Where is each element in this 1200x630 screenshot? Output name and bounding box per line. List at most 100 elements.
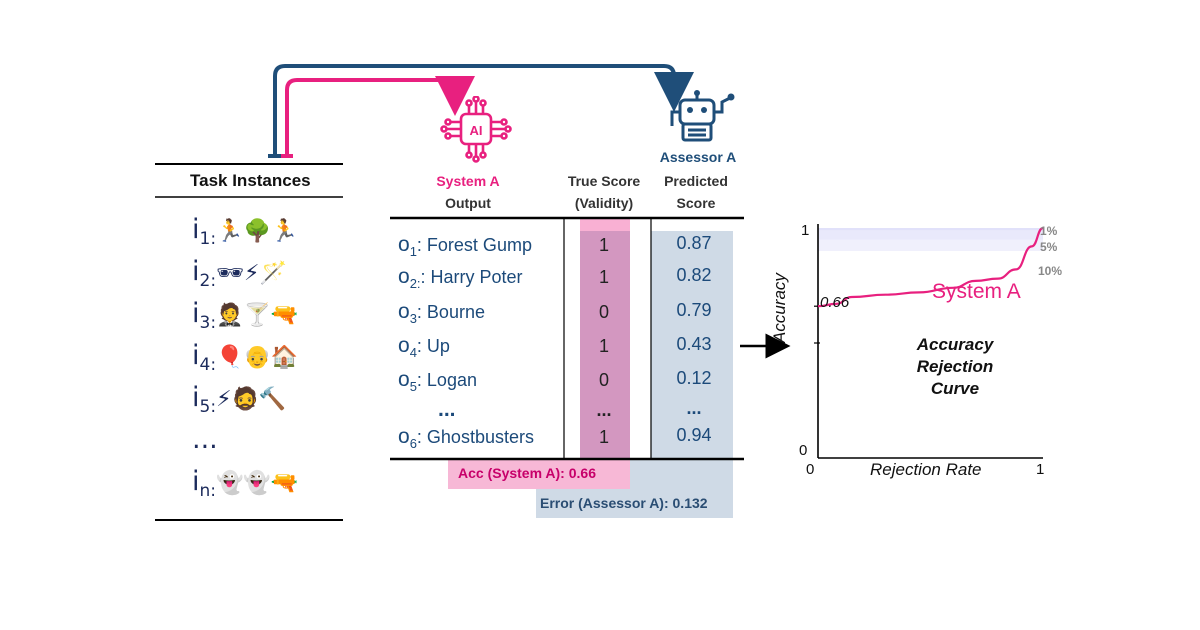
task-instance-6: ... xyxy=(192,424,218,459)
system-a-label: System A xyxy=(436,173,500,189)
task-instance-emojis: 👻👻🔫 xyxy=(216,471,299,496)
task-instance-index: 5: xyxy=(199,397,217,417)
task-instance-label: i xyxy=(192,466,200,497)
true-score-label: True Score xyxy=(567,173,641,189)
y-tick-1: 1 xyxy=(801,222,810,239)
output-letter: o xyxy=(398,368,410,391)
task-instance-1: i1:🏃🌳🏃 xyxy=(192,214,298,249)
output-index: 6 xyxy=(409,436,417,451)
validity-overlap-shade xyxy=(580,231,630,459)
predicted-score-cell: 0.87 xyxy=(676,233,712,253)
task-instance-index: n: xyxy=(199,481,217,501)
output-row-4: o4: Up xyxy=(398,334,450,360)
task-instance-emojis: 🤵🍸🔫 xyxy=(216,303,299,328)
output-letter: o xyxy=(398,300,410,323)
task-instance-index: 4: xyxy=(199,355,217,375)
task-instance-label: i xyxy=(192,214,200,245)
predicted-score-cell: 0.12 xyxy=(676,368,712,388)
output-letter: o xyxy=(398,265,410,288)
output-letter: o xyxy=(398,233,410,256)
y-axis-label: Accuracy xyxy=(770,273,789,343)
output-title: : Logan xyxy=(416,370,477,390)
curve-series-label: System A xyxy=(932,280,1021,303)
predicted-score-cell: 0.43 xyxy=(676,334,712,354)
output-label: Output xyxy=(445,195,491,211)
x-axis-label: Rejection Rate xyxy=(870,460,982,479)
output-index: 3 xyxy=(409,311,417,326)
task-instance-2: i2:🕶⚡🪄 xyxy=(192,256,287,291)
predicted-score-cell: 0.82 xyxy=(676,265,712,285)
task-instance-label: i xyxy=(192,382,200,413)
task-instances-title: Task Instances xyxy=(190,171,311,190)
tolerance-band-3 xyxy=(818,239,1043,251)
band-label-10pct: 10% xyxy=(1038,264,1063,278)
predicted-column-highlight xyxy=(651,231,733,459)
system-a-curve xyxy=(817,226,1044,308)
validity-label: (Validity) xyxy=(574,195,634,211)
validity-cell: 1 xyxy=(598,336,609,356)
output-row-6: ... xyxy=(438,398,456,424)
ai-chip-text: AI xyxy=(470,123,483,138)
score-label: Score xyxy=(676,195,716,211)
task-instance-4: i4:🎈👴🏠 xyxy=(192,340,298,375)
output-index: 2: xyxy=(409,276,421,291)
task-instance-label: i xyxy=(192,298,200,329)
tolerance-band-2 xyxy=(818,230,1043,240)
task-instances-rules xyxy=(155,163,343,521)
curve-title-line-2: Rejection xyxy=(916,357,994,376)
task-instance-label: i xyxy=(192,256,200,287)
output-index: 5 xyxy=(409,379,417,394)
robot-icon xyxy=(670,90,735,142)
output-row-1: o1: Forest Gump xyxy=(398,233,532,259)
band-label-5pct: 5% xyxy=(1040,240,1058,254)
x-tick-0: 0 xyxy=(806,461,815,478)
validity-cell: 1 xyxy=(598,267,609,287)
x-tick-1: 1 xyxy=(1036,461,1045,478)
ai-chip-icon: AI xyxy=(440,96,512,163)
task-instance-label: ... xyxy=(192,424,218,455)
output-row-2: o2:: Harry Poter xyxy=(398,265,523,291)
acc-highlight xyxy=(448,459,630,489)
curve-title-line-3: Curve xyxy=(930,379,980,398)
arrow-to-system xyxy=(285,76,475,156)
task-instance-index: 3: xyxy=(199,313,217,333)
arrow-to-assessor xyxy=(273,64,694,156)
start-value-label: 0.66 xyxy=(820,294,850,311)
predicted-score-cell: 0.79 xyxy=(676,300,712,320)
task-instance-label: i xyxy=(192,340,200,371)
tolerance-band-1 xyxy=(818,228,1043,231)
task-instance-emojis: 🕶⚡🪄 xyxy=(216,261,287,286)
task-instance-index: 2: xyxy=(199,271,217,291)
output-row-5: o5: Logan xyxy=(398,368,477,394)
error-summary: Error (Assessor A): 0.132 xyxy=(540,495,708,511)
task-instance-emojis: 🏃🌳🏃 xyxy=(216,219,299,244)
predicted-label: Predicted xyxy=(664,173,728,189)
output-letter: ... xyxy=(438,398,456,421)
table-rules xyxy=(390,216,744,461)
output-title: : Harry Poter xyxy=(420,267,523,287)
task-instance-emojis: ⚡🧔🔨 xyxy=(216,387,287,412)
assessor-a-label: Assessor A xyxy=(659,149,737,165)
output-title: : Ghostbusters xyxy=(416,427,534,447)
task-instance-emojis: 🎈👴🏠 xyxy=(216,345,299,370)
predicted-score-cell: ... xyxy=(686,398,702,418)
acc-summary: Acc (System A): 0.66 xyxy=(458,465,596,481)
validity-cell: 1 xyxy=(598,427,609,447)
accuracy-rejection-curve xyxy=(814,224,1044,459)
task-instance-7: in:👻👻🔫 xyxy=(192,466,298,501)
output-letter: o xyxy=(398,334,410,357)
task-instance-3: i3:🤵🍸🔫 xyxy=(192,298,298,333)
output-title: : Forest Gump xyxy=(416,235,532,255)
output-index: 4 xyxy=(409,345,417,360)
curve-title-line-1: Accuracy xyxy=(916,335,994,354)
validity-cell: 0 xyxy=(598,302,609,322)
band-label-1pct: 1% xyxy=(1040,224,1058,238)
validity-cell: ... xyxy=(596,400,612,420)
validity-column-highlight xyxy=(580,219,630,459)
predicted-score-cell: 0.94 xyxy=(676,425,712,445)
output-letter: o xyxy=(398,425,410,448)
output-title: : Bourne xyxy=(416,302,485,322)
output-row-7: o6: Ghostbusters xyxy=(398,425,534,451)
